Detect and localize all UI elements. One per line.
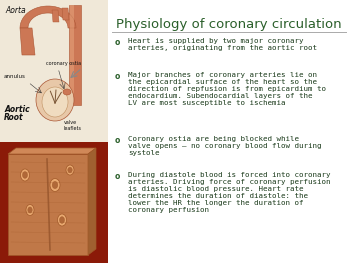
Polygon shape [62, 8, 69, 20]
Text: o: o [115, 172, 120, 181]
Polygon shape [20, 6, 76, 28]
Ellipse shape [63, 89, 71, 95]
Ellipse shape [21, 169, 29, 181]
Ellipse shape [50, 179, 60, 191]
FancyBboxPatch shape [108, 0, 350, 263]
Text: Aorta: Aorta [5, 6, 26, 15]
Text: During diastole blood is forced into coronary
arteries. Driving force of coronar: During diastole blood is forced into cor… [128, 172, 330, 213]
Ellipse shape [22, 172, 27, 178]
Ellipse shape [66, 165, 74, 175]
Text: Coronary ostia are being blocked while
valve opens – no coronary blood flow duri: Coronary ostia are being blocked while v… [128, 136, 322, 156]
Polygon shape [8, 154, 88, 255]
FancyBboxPatch shape [0, 142, 108, 263]
Ellipse shape [52, 181, 58, 189]
Polygon shape [52, 10, 59, 22]
FancyBboxPatch shape [0, 0, 108, 142]
Text: Aortic: Aortic [4, 105, 30, 114]
Polygon shape [70, 5, 74, 105]
Text: o: o [115, 136, 120, 145]
Text: Heart is supplied by two major coronary
arteries, originating from the aortic ro: Heart is supplied by two major coronary … [128, 38, 317, 51]
Text: o: o [115, 38, 120, 47]
Ellipse shape [60, 217, 64, 223]
Polygon shape [8, 148, 96, 154]
Text: annulus: annulus [4, 74, 26, 79]
Text: Root: Root [4, 113, 24, 122]
Polygon shape [69, 90, 81, 105]
Text: leaflets: leaflets [64, 126, 82, 131]
Polygon shape [69, 5, 81, 105]
Text: Physiology of coronary circulation: Physiology of coronary circulation [116, 18, 342, 31]
Ellipse shape [57, 214, 66, 226]
Ellipse shape [68, 167, 72, 173]
Ellipse shape [26, 205, 34, 215]
Polygon shape [20, 28, 35, 55]
Text: valve: valve [64, 120, 77, 125]
Ellipse shape [28, 207, 32, 213]
Polygon shape [88, 148, 96, 255]
Text: o: o [115, 72, 120, 81]
Ellipse shape [36, 79, 74, 121]
Text: coronary ostia: coronary ostia [46, 61, 81, 66]
Text: Major branches of coronary arteries lie on
the epicardial surface of the heart s: Major branches of coronary arteries lie … [128, 72, 326, 106]
Ellipse shape [42, 87, 68, 117]
